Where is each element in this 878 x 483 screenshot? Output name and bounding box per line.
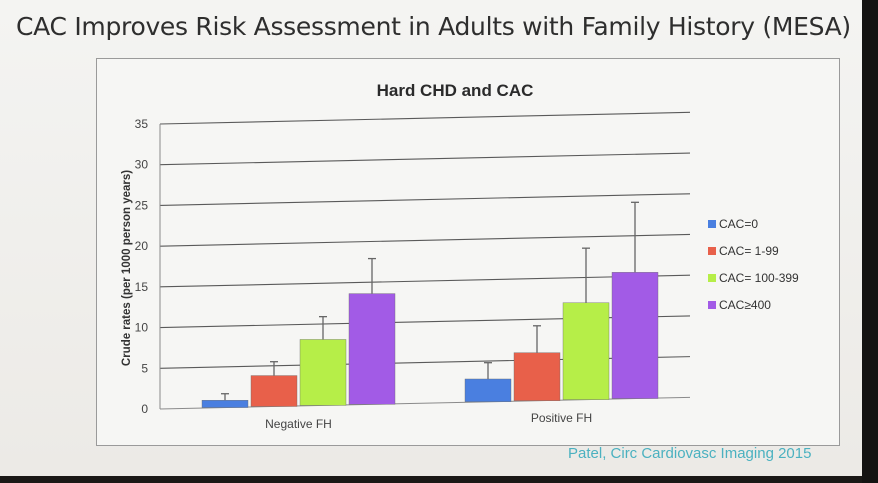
x-tick-label: Positive FH	[531, 411, 592, 425]
legend-swatch	[708, 274, 716, 282]
gridline	[159, 152, 691, 166]
bars	[201, 201, 659, 408]
y-tick-label: 0	[141, 402, 148, 416]
bar	[513, 352, 561, 401]
bar	[348, 293, 396, 405]
gridline	[159, 233, 691, 247]
gridlines	[159, 111, 691, 369]
y-tick-label: 30	[135, 158, 149, 172]
bar	[611, 272, 659, 399]
y-tick-label: 15	[135, 280, 149, 294]
y-tick-label: 5	[141, 361, 148, 375]
legend-label: CAC= 1-99	[719, 244, 779, 258]
bar	[299, 339, 347, 406]
screen-edge	[862, 0, 878, 483]
bar	[250, 375, 298, 407]
gridline	[159, 274, 691, 288]
slide-title: CAC Improves Risk Assessment in Adults w…	[16, 12, 851, 41]
x-tick-label: Negative FH	[265, 417, 332, 431]
gridline	[159, 315, 691, 329]
legend: CAC=0 CAC= 1-99 CAC= 100-399 CAC≥400	[708, 217, 799, 312]
citation: Patel, Circ Cardiovasc Imaging 2015	[568, 445, 812, 462]
slide: CAC Improves Risk Assessment in Adults w…	[0, 0, 862, 476]
y-tick-label: 25	[135, 198, 149, 212]
y-axis-label: Crude rates (per 1000 person years)	[121, 170, 133, 366]
bar	[562, 302, 610, 400]
legend-swatch	[708, 220, 716, 228]
legend-label: CAC= 100-399	[719, 271, 799, 285]
legend-label: CAC=0	[719, 217, 758, 231]
chart-title: Hard CHD and CAC	[377, 81, 534, 100]
y-tick-label: 10	[135, 321, 149, 335]
gridline	[159, 356, 691, 369]
bar	[464, 378, 512, 402]
legend-label: CAC≥400	[719, 298, 771, 312]
gridline	[159, 111, 691, 125]
axes: 0 5 10 15 20 25 30 35 Negative FH Positive FH	[135, 117, 691, 431]
legend-swatch	[708, 247, 716, 255]
gridline	[159, 193, 691, 206]
legend-swatch	[708, 301, 716, 309]
bar	[201, 400, 249, 408]
y-tick-label: 35	[135, 117, 149, 131]
y-tick-label: 20	[135, 239, 149, 253]
